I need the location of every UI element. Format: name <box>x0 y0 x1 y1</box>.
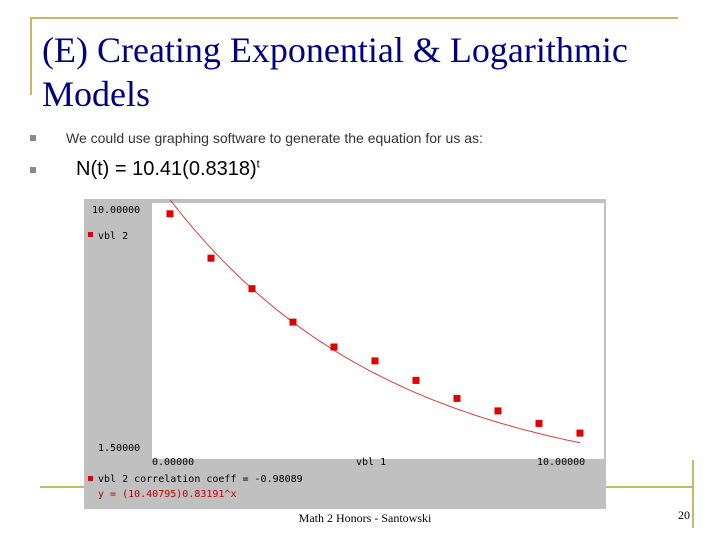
data-point <box>166 210 174 218</box>
square-bullet-icon <box>30 166 36 173</box>
equation-exponent: t <box>256 158 260 171</box>
data-point <box>453 394 461 402</box>
data-point <box>535 419 543 427</box>
y-min-label: 1.50000 <box>98 443 140 454</box>
legend-label: vbl 2 <box>98 231 128 242</box>
graph-panel: 10.00000 1.50000 vbl 2 0.00000 vbl 1 10.… <box>84 199 606 509</box>
fit-curve <box>169 199 581 444</box>
legend-marker-icon <box>88 232 93 237</box>
page-number: 20 <box>678 508 690 522</box>
y-max-label: 10.00000 <box>92 205 140 216</box>
slide-footer: Math 2 Honors - Santowski <box>298 511 432 525</box>
bullet-text: We could use graphing software to genera… <box>66 130 483 146</box>
data-point <box>371 357 379 365</box>
x-min-label: 0.00000 <box>152 457 194 468</box>
data-point <box>289 318 297 326</box>
slide-title: (E) Creating Exponential & Logarithmic M… <box>42 30 628 114</box>
stats-line: vbl 2 correlation coeff = -0.98089 <box>98 474 303 485</box>
right-accent-line <box>692 460 694 528</box>
plot-area <box>152 203 604 459</box>
stats-marker-icon <box>88 476 93 481</box>
x-axis-label: vbl 1 <box>356 457 386 468</box>
top-accent-line <box>30 17 678 19</box>
data-point <box>207 254 215 262</box>
data-point <box>330 343 338 351</box>
equation-text: N(t) = 10.41(0.8318)t <box>76 158 260 180</box>
left-accent-line <box>30 17 32 95</box>
data-point <box>576 429 584 437</box>
square-bullet-icon <box>30 135 36 141</box>
data-point <box>494 407 502 415</box>
fit-equation: y = (10.40795)0.83191^x <box>98 489 236 500</box>
scatter-chart: 10.00000 1.50000 vbl 2 0.00000 vbl 1 10.… <box>88 199 604 500</box>
data-point <box>248 285 256 293</box>
data-point <box>412 376 420 384</box>
bullet-software: We could use graphing software to genera… <box>30 130 690 146</box>
bullet-equation: N(t) = 10.41(0.8318)t <box>30 158 690 181</box>
x-max-label: 10.00000 <box>537 457 585 468</box>
